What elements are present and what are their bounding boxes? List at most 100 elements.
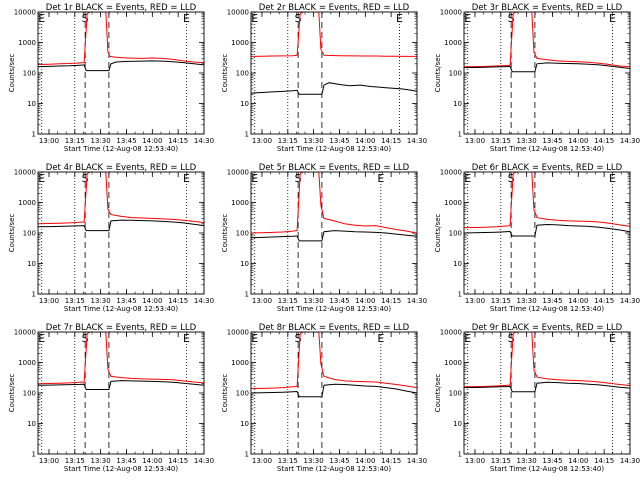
panel-title: Det 9r BLACK = Events, RED = LLD — [472, 323, 623, 333]
y-tick-label: 10 — [240, 100, 249, 108]
x-tick-label: 14:30 — [620, 457, 640, 465]
marker-label: E — [609, 12, 616, 25]
y-tick-label: 10 — [27, 100, 36, 108]
marker-label: S — [295, 12, 302, 25]
marker-label: E — [183, 172, 190, 185]
y-tick-label: 1000 — [18, 199, 36, 207]
y-axis-label: Counts/sec — [8, 374, 16, 413]
marker-label: E — [464, 332, 471, 345]
y-tick-label: 10000 — [440, 169, 462, 177]
x-axis-label: Start Time (12-Aug-08 12:53:40) — [64, 145, 178, 153]
x-tick-label: 13:30 — [304, 457, 324, 465]
marker-label: E — [183, 332, 190, 345]
panel-8: Det 8r BLACK = Events, RED = LLD 1 10 100 10… — [221, 323, 427, 473]
x-tick-label: 14:15 — [168, 137, 188, 145]
marker-label: S — [508, 12, 515, 25]
x-tick-label: 14:15 — [594, 137, 614, 145]
lld-series-line — [38, 172, 204, 225]
y-tick-label: 100 — [23, 70, 36, 78]
marker-label: E — [251, 12, 258, 25]
plot-frame — [37, 11, 205, 135]
y-tick-label: 1 — [245, 451, 249, 459]
y-tick-label: 1 — [32, 291, 36, 299]
x-tick-label: 14:15 — [381, 137, 401, 145]
x-axis-label: Start Time (12-Aug-08 12:53:40) — [64, 465, 178, 473]
lld-series-line — [251, 12, 417, 57]
x-tick-label: 13:30 — [517, 297, 537, 305]
x-tick-label: 14:30 — [194, 297, 214, 305]
x-tick-label: 14:15 — [594, 297, 614, 305]
x-axis-label: Start Time (12-Aug-08 12:53:40) — [490, 465, 604, 473]
plot-frame — [463, 171, 631, 295]
y-tick-label: 1 — [245, 131, 249, 139]
marker-label: E — [38, 172, 45, 185]
y-tick-label: 10000 — [440, 9, 462, 17]
marker-label: E — [38, 12, 45, 25]
x-tick-label: 13:45 — [542, 137, 562, 145]
lld-series-line — [38, 332, 204, 385]
x-tick-label: 13:15 — [491, 297, 511, 305]
y-axis-label: Counts/sec — [434, 374, 442, 413]
lld-series-line — [464, 332, 630, 388]
x-tick-label: 14:00 — [355, 297, 375, 305]
y-tick-label: 100 — [449, 70, 462, 78]
x-tick-label: 14:30 — [407, 457, 427, 465]
marker-label: S — [82, 332, 89, 345]
y-tick-label: 100 — [449, 390, 462, 398]
events-series-line — [464, 381, 630, 393]
panel-4: Det 4r BLACK = Events, RED = LLD 1 10 100 10… — [8, 163, 214, 313]
y-axis-label: Counts/sec — [434, 214, 442, 253]
events-series-line — [251, 230, 417, 242]
marker-label: S — [295, 332, 302, 345]
x-axis-label: Start Time (12-Aug-08 12:53:40) — [490, 145, 604, 153]
events-series-line — [251, 383, 417, 398]
panel-5: Det 5r BLACK = Events, RED = LLD 1 10 100 10… — [221, 163, 427, 313]
panel-title: Det 7r BLACK = Events, RED = LLD — [46, 323, 197, 333]
x-tick-label: 13:45 — [116, 297, 136, 305]
x-tick-label: 13:45 — [542, 457, 562, 465]
y-tick-label: 1000 — [231, 39, 249, 47]
panel-1: Det 1r BLACK = Events, RED = LLD 1 10 100 10… — [8, 3, 214, 153]
y-tick-label: 1000 — [444, 359, 462, 367]
x-tick-label: 13:30 — [304, 137, 324, 145]
x-tick-label: 14:30 — [620, 137, 640, 145]
x-axis-label: Start Time (12-Aug-08 12:53:40) — [277, 465, 391, 473]
plot-frame — [463, 11, 631, 135]
x-tick-label: 14:00 — [142, 297, 162, 305]
marker-label: E — [183, 12, 190, 25]
x-tick-label: 13:45 — [542, 297, 562, 305]
x-tick-label: 13:30 — [517, 457, 537, 465]
x-tick-label: 14:15 — [594, 457, 614, 465]
marker-label: E — [464, 172, 471, 185]
y-tick-label: 100 — [236, 70, 249, 78]
x-axis-label: Start Time (12-Aug-08 12:53:40) — [490, 305, 604, 313]
x-tick-label: 13:00 — [39, 137, 59, 145]
y-tick-label: 100 — [236, 230, 249, 238]
x-tick-label: 13:30 — [91, 457, 111, 465]
marker-label: S — [82, 172, 89, 185]
panel-6: Det 6r BLACK = Events, RED = LLD 1 10 100 10… — [434, 163, 640, 313]
lld-series-line — [464, 172, 630, 229]
panel-title: Det 5r BLACK = Events, RED = LLD — [259, 163, 410, 173]
lld-series-line — [251, 332, 417, 389]
marker-label: E — [464, 12, 471, 25]
marker-label: E — [377, 172, 384, 185]
events-series-line — [251, 82, 417, 95]
x-tick-label: 14:30 — [194, 137, 214, 145]
marker-label: S — [82, 12, 89, 25]
x-tick-label: 13:00 — [252, 137, 272, 145]
plot-frame — [37, 331, 205, 455]
x-tick-label: 14:00 — [568, 457, 588, 465]
y-tick-label: 1000 — [18, 39, 36, 47]
y-tick-label: 10 — [240, 420, 249, 428]
x-tick-label: 13:45 — [116, 137, 136, 145]
y-tick-label: 10 — [27, 260, 36, 268]
events-series-line — [464, 62, 630, 73]
x-tick-label: 13:00 — [252, 457, 272, 465]
x-tick-label: 13:15 — [491, 137, 511, 145]
x-axis-label: Start Time (12-Aug-08 12:53:40) — [277, 305, 391, 313]
y-tick-label: 10 — [27, 420, 36, 428]
y-tick-label: 100 — [236, 390, 249, 398]
x-tick-label: 13:15 — [65, 137, 85, 145]
